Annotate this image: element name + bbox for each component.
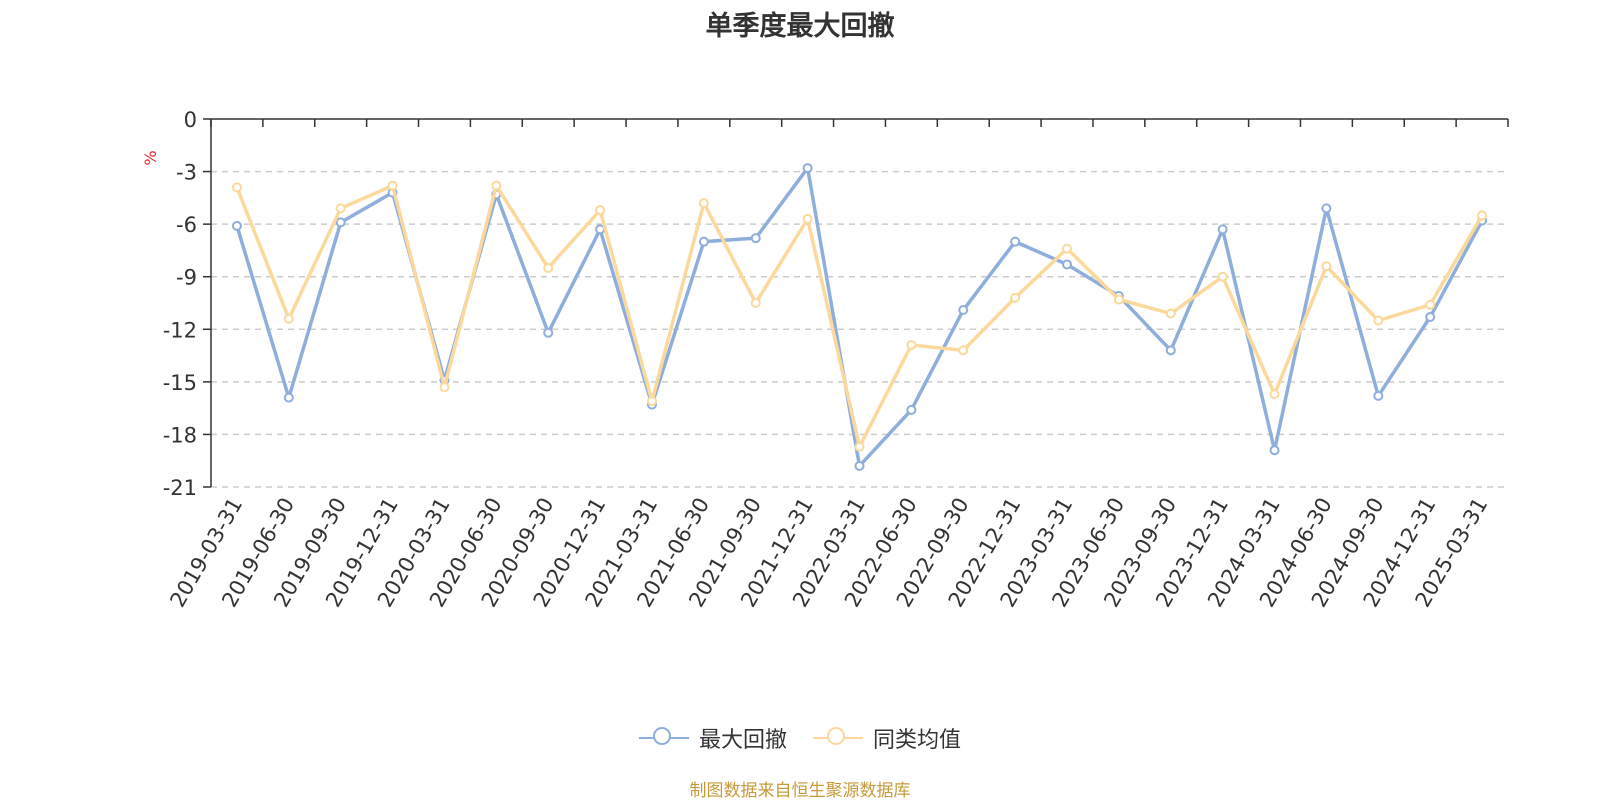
source-footer: 制图数据来自恒生聚源数据库 [689, 781, 911, 801]
data-point-1 [543, 262, 554, 273]
series-line-0 [235, 166, 1484, 468]
data-point-0 [1217, 224, 1228, 235]
data-point-1 [1373, 315, 1384, 326]
data-point-1 [1165, 308, 1176, 319]
data-point-1 [750, 298, 761, 308]
axes: 0-3-6-9-12-15-18-21%2019-03-312019-06-30… [141, 108, 1509, 611]
data-point-1 [854, 441, 865, 452]
y-axis-label: % [141, 150, 160, 165]
y-tick-label: -15 [163, 371, 197, 395]
data-point-0 [1373, 390, 1384, 401]
data-point-1 [491, 180, 502, 191]
data-point-0 [802, 163, 813, 174]
y-tick-label: 0 [184, 108, 197, 132]
legend-label: 同类均值 [873, 728, 962, 753]
data-point-0 [906, 404, 917, 415]
y-tick-label: -6 [176, 213, 197, 237]
data-point-1 [698, 198, 709, 209]
data-point-1 [439, 382, 450, 393]
data-point-1 [802, 213, 813, 224]
y-tick-label: -18 [163, 423, 197, 447]
data-point-1 [646, 396, 657, 407]
data-point-1 [335, 203, 346, 214]
legend-item-max-drawdown[interactable]: 最大回撤 [638, 722, 787, 754]
data-point-0 [1321, 203, 1332, 214]
data-point-1 [1269, 389, 1280, 400]
data-point-0 [854, 460, 865, 471]
data-point-0 [283, 392, 294, 403]
legend-item-peer-average[interactable]: 同类均值 [813, 722, 961, 754]
data-point-1 [283, 313, 294, 324]
chart-title: 单季度最大回撤 [705, 11, 895, 42]
data-point-1 [1113, 294, 1124, 305]
data-point-1 [1425, 299, 1436, 310]
data-point-0 [1062, 259, 1073, 270]
data-point-1 [1321, 261, 1332, 272]
data-point-0 [335, 217, 346, 228]
data-point-0 [1165, 345, 1176, 356]
y-tick-label: -9 [176, 266, 197, 290]
legend: 最大回撤 同类均值 [0, 722, 1600, 754]
data-point-0 [698, 236, 709, 247]
data-point-1 [231, 182, 242, 193]
data-point-1 [1062, 243, 1073, 254]
data-point-1 [595, 205, 606, 216]
data-point-0 [958, 305, 969, 316]
data-point-0 [1269, 445, 1280, 456]
y-tick-label: -12 [163, 318, 197, 342]
data-point-0 [750, 233, 761, 244]
legend-line-circle-icon [813, 725, 863, 751]
data-point-1 [958, 345, 969, 356]
data-point-1 [1477, 210, 1488, 221]
data-point-0 [543, 327, 554, 338]
y-tick-label: -3 [176, 161, 197, 185]
data-point-0 [231, 220, 242, 231]
data-point-1 [1010, 292, 1021, 303]
series-lines [231, 163, 1488, 471]
legend-label: 最大回撤 [698, 728, 787, 753]
data-point-1 [906, 340, 917, 351]
data-point-0 [1425, 312, 1436, 323]
data-point-0 [1010, 236, 1021, 247]
legend-line-circle-icon [638, 725, 689, 751]
y-tick-label: -21 [163, 476, 197, 500]
data-point-1 [387, 180, 398, 191]
data-point-1 [1217, 271, 1228, 282]
grid-lines [211, 170, 1508, 488]
